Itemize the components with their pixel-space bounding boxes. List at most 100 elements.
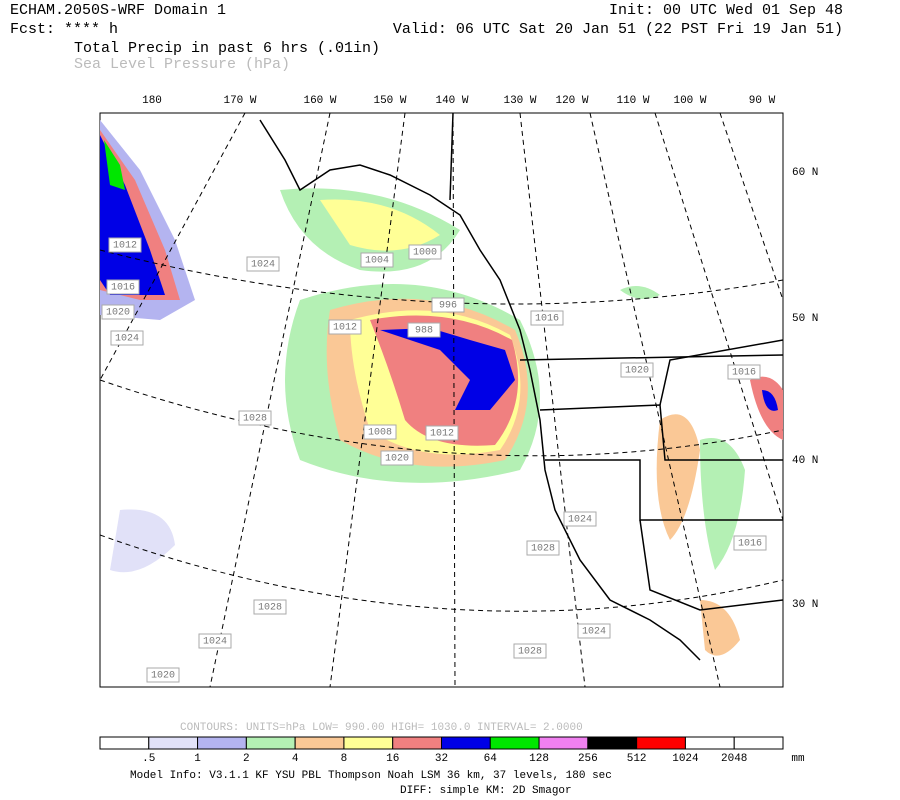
contour-label-box: [253, 599, 287, 615]
contour-label-box: [110, 330, 144, 346]
longitude-label: 140 W: [435, 95, 468, 107]
contour-label-box: [108, 237, 142, 253]
contour-label: 1020: [625, 366, 649, 377]
contour-label-box: [577, 623, 611, 639]
contour-label-box: [563, 511, 597, 527]
diff-info: DIFF: simple KM: 2D Smagor: [400, 785, 572, 797]
contour-label: 1008: [368, 428, 392, 439]
contour-label-box: [238, 410, 272, 426]
colorbar-box: [538, 736, 589, 750]
latitude-label: 40 N: [792, 455, 818, 467]
colorbar-box: [148, 736, 199, 750]
colorbar-label: 4: [292, 753, 299, 765]
contour-label-box: [407, 322, 441, 338]
contour-label: 996: [439, 301, 457, 312]
colorbar-box: [441, 736, 491, 750]
colorbar-box: [343, 736, 394, 750]
contour-label: 1028: [531, 544, 555, 555]
colorbar-box: [587, 736, 638, 750]
contour-label: 1016: [111, 283, 135, 294]
colorbar-label: 1024: [672, 753, 699, 765]
model-title: ECHAM.2050S-WRF Domain 1: [10, 2, 226, 19]
longitude-label: 100 W: [673, 95, 706, 107]
colorbar-label: 128: [529, 753, 549, 765]
colorbar-box: [99, 736, 150, 750]
contour-label: 1012: [333, 323, 357, 334]
contour-label-box: [431, 297, 465, 313]
contour-label: 1024: [115, 334, 139, 345]
model-info: Model Info: V3.1.1 KF YSU PBL Thompson N…: [130, 770, 612, 782]
colorbar-label: 2048: [721, 753, 747, 765]
contour-label: 1016: [738, 539, 762, 550]
contour-label: 1020: [151, 671, 175, 682]
colorbar-label: 1: [194, 753, 201, 765]
contour-label-box: [101, 304, 135, 320]
contour-label-box: [408, 244, 442, 260]
contour-label-box: [530, 310, 564, 326]
contour-label: 1024: [582, 627, 606, 638]
colorbar-box: [197, 736, 247, 750]
contour-label: 1012: [430, 429, 454, 440]
contour-field-name: Sea Level Pressure (hPa): [74, 56, 290, 73]
contour-label: 1004: [365, 256, 389, 267]
colorbar-box: [392, 736, 443, 750]
colorbar-unit: mm: [791, 753, 805, 765]
contour-label: 1016: [732, 368, 756, 379]
forecast-hour: Fcst: **** h: [10, 21, 118, 38]
contour-label: 988: [415, 326, 433, 337]
longitude-label: 150 W: [373, 95, 406, 107]
contour-label: 1024: [568, 515, 592, 526]
contour-label-box: [425, 425, 459, 441]
map: [99, 112, 784, 688]
colorbar-label: 2: [243, 753, 250, 765]
colorbar-label: 64: [484, 753, 498, 765]
longitude-label: 170 W: [223, 95, 256, 107]
longitude-label: 130 W: [503, 95, 536, 107]
contour-label-box: [106, 279, 140, 295]
longitude-label: 160 W: [303, 95, 336, 107]
colorbar-label: 256: [578, 753, 598, 765]
colorbar-label: 512: [627, 753, 647, 765]
contour-label: 1028: [258, 603, 282, 614]
colorbar-box: [245, 736, 296, 750]
latitude-label: 50 N: [792, 313, 818, 325]
longitude-label: 110 W: [616, 95, 649, 107]
colorbar-label: 16: [386, 753, 399, 765]
colorbar-box: [636, 736, 686, 750]
init-time: Init: 00 UTC Wed 01 Sep 48: [609, 2, 843, 19]
longitude-label: 90 W: [749, 95, 776, 107]
longitude-label: 120 W: [555, 95, 588, 107]
colorbar-box: [489, 736, 540, 750]
latitude-label: 60 N: [792, 167, 818, 179]
contour-info: CONTOURS: UNITS=hPa LOW= 990.00 HIGH= 10…: [180, 722, 583, 734]
contour-label-box: [363, 424, 397, 440]
colorbar-box: [294, 736, 345, 750]
colorbar-label: 32: [435, 753, 448, 765]
contour-label-box: [380, 450, 414, 466]
contour-label: 1016: [535, 314, 559, 325]
contour-label: 1024: [203, 637, 227, 648]
contour-label: 1012: [113, 241, 137, 252]
contour-label-box: [198, 633, 232, 649]
contour-label: 1028: [518, 647, 542, 658]
contour-label-box: [733, 535, 767, 551]
field-name: Total Precip in past 6 hrs (.01in): [74, 40, 380, 57]
contour-label-box: [146, 667, 180, 683]
contour-label-box: [526, 540, 560, 556]
contour-label: 1020: [106, 308, 130, 319]
contour-label-box: [513, 643, 547, 659]
latitude-label: 30 N: [792, 599, 818, 611]
valid-time: Valid: 06 UTC Sat 20 Jan 51 (22 PST Fri …: [393, 21, 843, 38]
contour-label: 1020: [385, 454, 409, 465]
labels: 180 170 W 160 W 150 W 140 W 130 W 120 W 110 W 10…: [99, 95, 818, 765]
contour-label: 1000: [413, 248, 437, 259]
colorbar-label: 8: [341, 753, 348, 765]
contour-label: 1028: [243, 414, 267, 425]
contour-label: 1024: [251, 260, 275, 271]
longitude-label: 180: [142, 95, 162, 107]
contour-label-box: [727, 364, 761, 380]
colorbar-box: [733, 736, 784, 750]
contour-label-box: [360, 252, 394, 268]
contour-label-box: [620, 362, 654, 378]
